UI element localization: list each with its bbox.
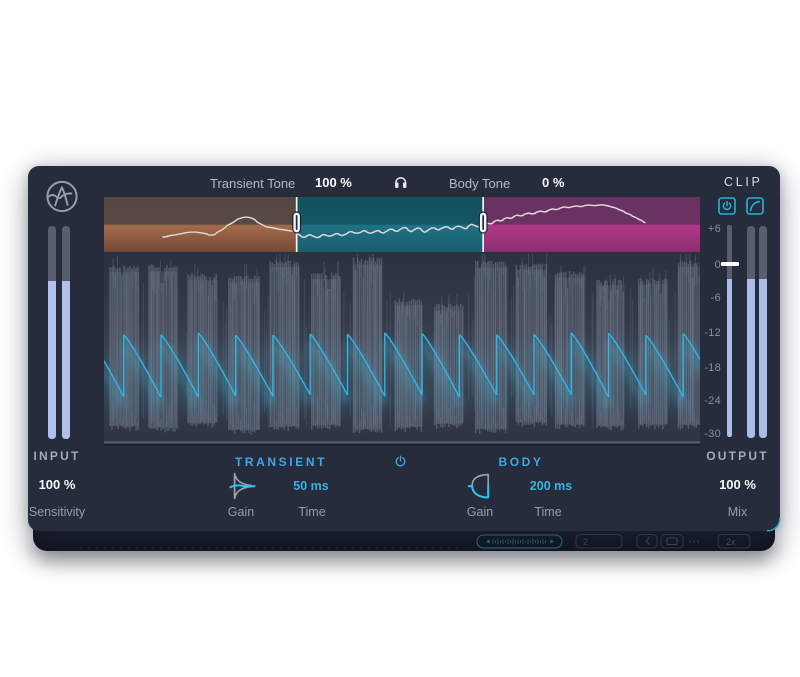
svg-text:2: 2 <box>583 537 588 547</box>
svg-text:2x: 2x <box>726 537 736 547</box>
